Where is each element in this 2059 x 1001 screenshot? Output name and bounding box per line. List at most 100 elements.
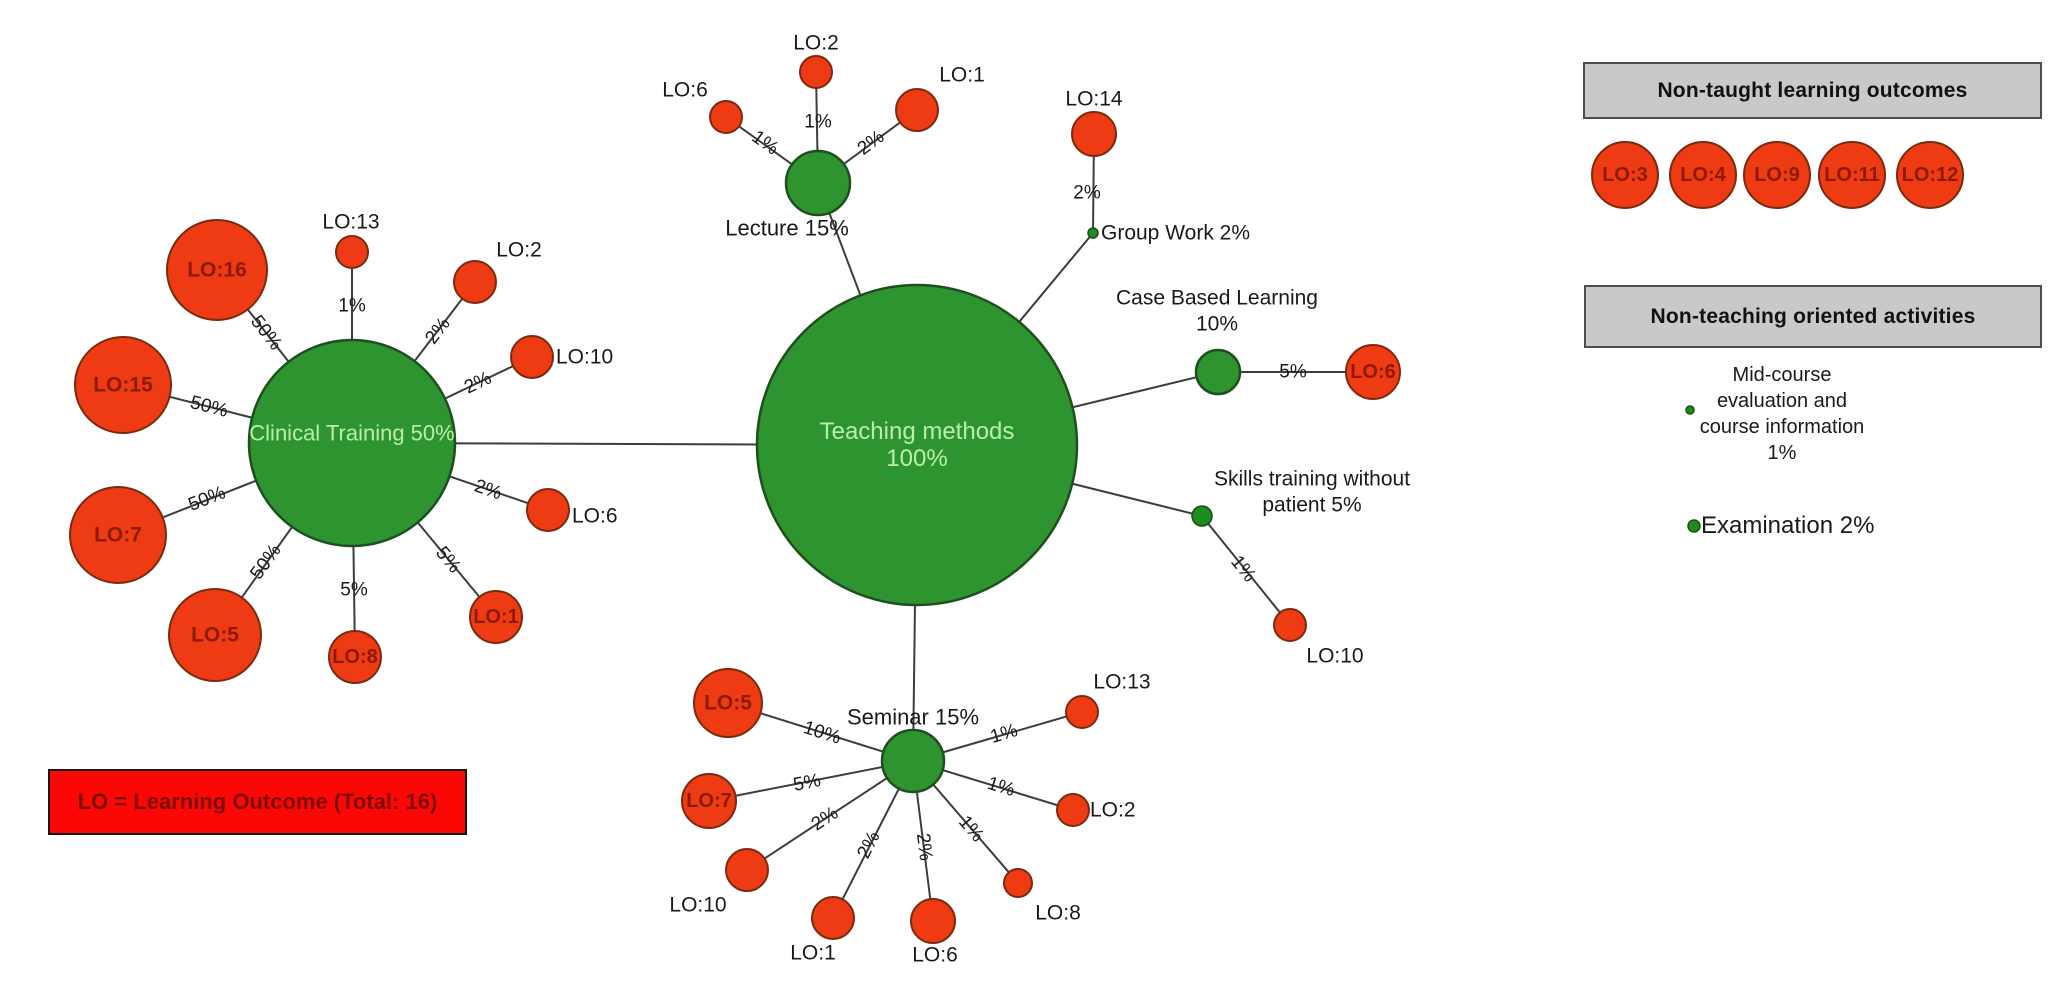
sem-lo7-node xyxy=(681,773,737,829)
nontaught-lo12-node xyxy=(1896,141,1964,209)
ct-lo16-node xyxy=(166,219,268,321)
seminar-label: Seminar 15% xyxy=(847,705,979,730)
ct-lo15-node xyxy=(74,336,172,434)
lecture-lo6-node xyxy=(709,100,743,134)
edge-label-clinical-training-ct-lo16: 50% xyxy=(246,312,286,355)
edge-label-clinical-training-ct-lo7: 50% xyxy=(185,482,228,515)
case-based-learning-node xyxy=(1194,348,1242,396)
lecture-label: Lecture 15% xyxy=(725,216,849,241)
edge-label-seminar-sem-lo2: 1% xyxy=(985,773,1018,801)
non-taught-learning-outcomes-box: Non-taught learning outcomes xyxy=(1583,62,2042,119)
sem-lo5-node xyxy=(693,668,763,738)
ct-lo13-label: LO:13 xyxy=(322,211,379,234)
skills-lo10-node xyxy=(1273,608,1307,642)
nontaught-lo3-label: LO:3 xyxy=(1602,164,1648,186)
sem-lo1-node xyxy=(811,896,855,940)
seminar-node xyxy=(880,728,946,794)
edge-label-clinical-training-ct-lo15: 50% xyxy=(188,392,230,422)
teaching-methods-label: Teaching methods xyxy=(820,418,1015,445)
lecture-lo1-node xyxy=(895,88,939,132)
lo-abbreviation-legend: LO = Learning Outcome (Total: 16) xyxy=(48,769,467,835)
sem-lo5-label: LO:5 xyxy=(704,692,752,715)
ct-lo15-label: LO:15 xyxy=(93,374,153,397)
case-based-learning-label: 10% xyxy=(1196,313,1238,336)
nontaught-lo12-label: LO:12 xyxy=(1902,164,1959,186)
sem-lo10-node xyxy=(725,848,769,892)
ct-lo1-label: LO:1 xyxy=(473,606,519,628)
edge-label-seminar-sem-lo13: 1% xyxy=(988,720,1020,748)
lecture-node xyxy=(784,149,852,217)
ct-lo10-label: LO:10 xyxy=(556,346,613,369)
sem-lo7-label: LO:7 xyxy=(686,790,732,812)
mid-course-evaluation-label: Mid-course evaluation and course informa… xyxy=(1699,364,1865,464)
edge-label-seminar-sem-lo1: 2% xyxy=(853,828,884,862)
ct-lo7-label: LO:7 xyxy=(94,524,142,547)
sem-lo8-node xyxy=(1003,868,1033,898)
edge-label-case-based-learning-cbl-lo6: 5% xyxy=(1279,362,1307,383)
sem-lo2-node xyxy=(1056,793,1090,827)
lecture-lo2-label: LO:2 xyxy=(793,32,839,55)
ct-lo2-label: LO:2 xyxy=(496,239,542,262)
midcourse-dot-node xyxy=(1685,405,1695,415)
edge-label-lecture-lecture-lo1: 2% xyxy=(854,126,889,159)
skills-lo10-label: LO:10 xyxy=(1306,645,1363,668)
sem-lo1-label: LO:1 xyxy=(790,942,836,965)
ct-lo2-node xyxy=(453,260,497,304)
edge-skills-training-skills-lo10 xyxy=(1201,515,1291,626)
cbl-lo6-label: LO:6 xyxy=(1350,361,1396,383)
edge-label-clinical-training-ct-lo13: 1% xyxy=(338,296,366,317)
lecture-lo2-node xyxy=(799,55,833,89)
ct-lo1-node xyxy=(469,590,523,644)
edge-label-seminar-sem-lo10: 2% xyxy=(808,803,843,836)
clinical-training-label: Clinical Training 50% xyxy=(249,421,454,446)
lecture-lo1-label: LO:1 xyxy=(939,64,985,87)
nontaught-lo11-label: LO:11 xyxy=(1824,164,1880,186)
lecture-lo6-label: LO:6 xyxy=(662,79,708,102)
nontaught-lo11-node xyxy=(1818,141,1886,209)
edge-label-clinical-training-ct-lo10: 2% xyxy=(461,368,495,399)
nontaught-lo4-node xyxy=(1669,141,1737,209)
group-work-label: Group Work 2% xyxy=(1101,222,1250,245)
groupwork-lo14-node xyxy=(1071,111,1117,157)
clinical-training-node xyxy=(247,338,457,548)
ct-lo13-node xyxy=(335,235,369,269)
edge-label-group-work-groupwork-lo14: 2% xyxy=(1073,183,1101,204)
nontaught-lo9-node xyxy=(1743,141,1811,209)
cbl-lo6-node xyxy=(1345,344,1401,400)
edge-label-lecture-lecture-lo2: 1% xyxy=(804,112,832,133)
edge-label-seminar-sem-lo5: 10% xyxy=(801,717,844,748)
skills-training-label: Skills training without xyxy=(1214,468,1410,491)
ct-lo7-node xyxy=(69,486,167,584)
skills-training-label: patient 5% xyxy=(1262,494,1361,517)
edge-label-clinical-training-ct-lo5: 50% xyxy=(246,540,285,583)
teaching-methods-label: 100% xyxy=(886,445,947,472)
ct-lo5-node xyxy=(168,588,262,682)
ct-lo16-label: LO:16 xyxy=(187,259,247,282)
ct-lo8-label: LO:8 xyxy=(332,646,378,668)
teaching-methods-node xyxy=(755,283,1079,607)
sem-lo13-node xyxy=(1065,695,1099,729)
edge-label-clinical-training-ct-lo6: 2% xyxy=(472,476,505,505)
case-based-learning-label: Case Based Learning xyxy=(1116,287,1318,310)
edge-label-seminar-sem-lo7: 5% xyxy=(792,770,823,796)
ct-lo5-label: LO:5 xyxy=(191,624,239,647)
ct-lo8-node xyxy=(328,630,382,684)
sem-lo13-label: LO:13 xyxy=(1093,671,1150,694)
ct-lo6-node xyxy=(526,488,570,532)
ct-lo10-node xyxy=(510,335,554,379)
groupwork-lo14-label: LO:14 xyxy=(1065,88,1123,111)
edge-label-clinical-training-ct-lo2: 2% xyxy=(421,314,454,349)
examination-dot-node xyxy=(1687,519,1701,533)
sem-lo6-label: LO:6 xyxy=(912,944,958,967)
edge-label-seminar-sem-lo6: 2% xyxy=(912,832,936,862)
group-work-node xyxy=(1087,227,1099,239)
non-teaching-oriented-activities-box: Non-teaching oriented activities xyxy=(1584,285,2042,348)
sem-lo10-label: LO:10 xyxy=(669,894,726,917)
sem-lo2-label: LO:2 xyxy=(1090,799,1136,822)
nontaught-lo3-node xyxy=(1591,141,1659,209)
sem-lo8-label: LO:8 xyxy=(1035,902,1081,925)
nontaught-lo4-label: LO:4 xyxy=(1680,164,1726,186)
edge-seminar-sem-lo10 xyxy=(746,760,914,871)
